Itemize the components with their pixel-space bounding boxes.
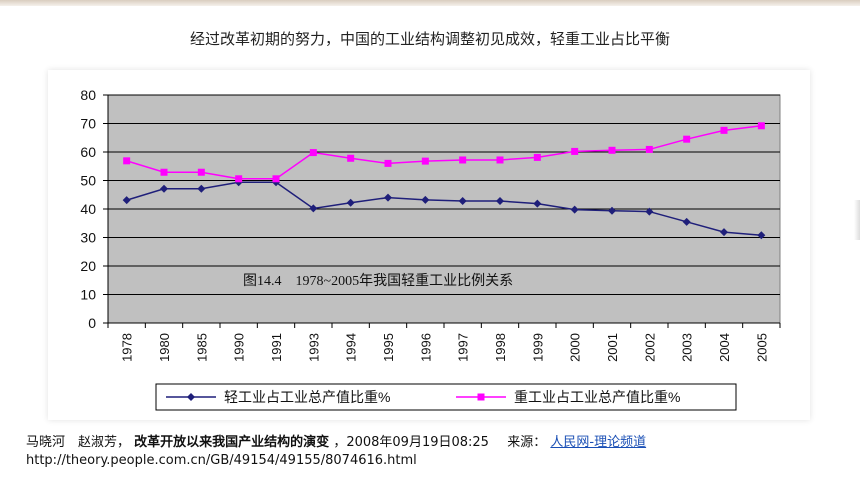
x-tick-label-1991: 1991 <box>269 333 284 362</box>
legend-label-1: 轻工业占工业总产值比重% <box>224 389 390 405</box>
series-1-point-1993 <box>309 204 318 213</box>
x-tick-label-1980: 1980 <box>157 333 172 362</box>
series-1-point-1995 <box>384 193 392 202</box>
series-2-point-1999 <box>533 153 541 161</box>
source-date: ，2008年09月19日08:25 <box>333 435 489 450</box>
series-1-point-1997 <box>458 197 467 206</box>
series-2-point-1993 <box>309 149 317 157</box>
series-2-point-1996 <box>421 157 429 165</box>
series-1-point-1994 <box>346 198 355 207</box>
legend-marker-2 <box>477 393 485 401</box>
legend-marker-1 <box>187 393 195 401</box>
series-1-point-1999 <box>533 199 542 208</box>
series-1-point-1998 <box>496 197 504 206</box>
x-tick-label-1990: 1990 <box>232 333 247 362</box>
series-1-point-2003 <box>682 217 691 226</box>
y-tick-label-7: 70 <box>80 116 96 132</box>
right-edge-shadow <box>854 200 860 240</box>
series-2-point-1997 <box>459 156 467 164</box>
chart-caption: 图14.4 1978~2005年我国轻重工业比例关系 <box>243 273 513 289</box>
y-tick-label-5: 50 <box>80 173 96 189</box>
source-authors: 马晓河 赵淑芳， <box>26 435 131 450</box>
x-tick-label-1993: 1993 <box>306 333 321 362</box>
series-2-point-2001 <box>608 146 616 154</box>
x-tick-label-1998: 1998 <box>493 333 508 362</box>
series-line-1 <box>126 181 762 236</box>
x-tick-label-1996: 1996 <box>418 333 433 362</box>
series-1-point-2000 <box>570 205 579 214</box>
series-2-point-1990 <box>235 175 243 183</box>
series-line-2 <box>126 125 762 180</box>
source-label: 来源： <box>507 435 547 450</box>
y-tick-label-4: 40 <box>80 201 96 217</box>
x-tick-label-2003: 2003 <box>680 333 695 362</box>
series-1-point-2005 <box>757 231 766 240</box>
series-2-point-1991 <box>272 175 280 183</box>
x-tick-label-2004: 2004 <box>717 333 732 362</box>
series-1-point-2004 <box>720 228 728 237</box>
y-tick-label-1: 10 <box>80 287 96 303</box>
series-1-point-2002 <box>645 207 654 216</box>
x-tick-label-2001: 2001 <box>605 333 620 362</box>
series-1-point-1978 <box>122 196 131 205</box>
source-article-title: 改革开放以来我国产业结构的演变 <box>134 435 330 450</box>
series-1-point-1996 <box>421 195 430 204</box>
y-tick-label-2: 20 <box>80 258 96 274</box>
series-1-point-2001 <box>608 206 616 215</box>
legend <box>155 383 737 411</box>
series-2-point-2000 <box>571 147 579 155</box>
source-line: 马晓河 赵淑芳， 改革开放以来我国产业结构的演变 ，2008年09月19日08:… <box>26 431 646 450</box>
x-tick-label-1997: 1997 <box>456 333 471 362</box>
series-2-point-2002 <box>645 145 653 153</box>
line-chart: 0 10 20 30 40 50 60 70 80 1978 1980 1985 1990 1991 199… <box>80 87 781 411</box>
legend-label-2: 重工业占工业总产值比重% <box>514 389 680 405</box>
y-tick-label-8: 80 <box>80 87 96 103</box>
series-1-point-1985 <box>197 184 206 193</box>
headline: 经过改革初期的努力，中国的工业结构调整初见成效，轻重工业占比平衡 <box>189 30 670 48</box>
series-2-point-2005 <box>757 122 765 130</box>
top-border <box>0 0 860 6</box>
series-2-point-1994 <box>347 154 355 162</box>
x-tick-label-2002: 2002 <box>642 333 657 362</box>
series-1-point-1980 <box>160 184 168 193</box>
source-link[interactable]: 人民网-理论频道 <box>550 435 647 450</box>
series-2-point-1985 <box>197 168 205 176</box>
x-tick-label-1999: 1999 <box>530 333 545 362</box>
x-tick-label-1978: 1978 <box>120 333 135 362</box>
series-2-point-1995 <box>384 159 392 167</box>
x-tick-label-1994: 1994 <box>344 333 359 362</box>
x-tick-label-1985: 1985 <box>194 333 209 362</box>
series-2-point-2003 <box>683 135 691 143</box>
x-tick-label-2005: 2005 <box>754 333 769 362</box>
y-tick-label-3: 30 <box>80 230 96 246</box>
x-tick-label-1995: 1995 <box>381 333 396 362</box>
x-tick-label-2000: 2000 <box>568 333 583 362</box>
source-url[interactable]: http://theory.people.com.cn/GB/49154/491… <box>26 453 417 468</box>
series-2-point-2004 <box>720 126 728 134</box>
chart-container: 0 10 20 30 40 50 60 70 80 1978 1980 1985 1990 1991 199… <box>48 70 810 420</box>
y-tick-label-0: 0 <box>88 315 96 331</box>
y-tick-label-6: 60 <box>80 144 96 160</box>
series-2-point-1978 <box>123 157 131 165</box>
series-2-point-1998 <box>496 156 504 164</box>
series-2-point-1980 <box>160 168 168 176</box>
